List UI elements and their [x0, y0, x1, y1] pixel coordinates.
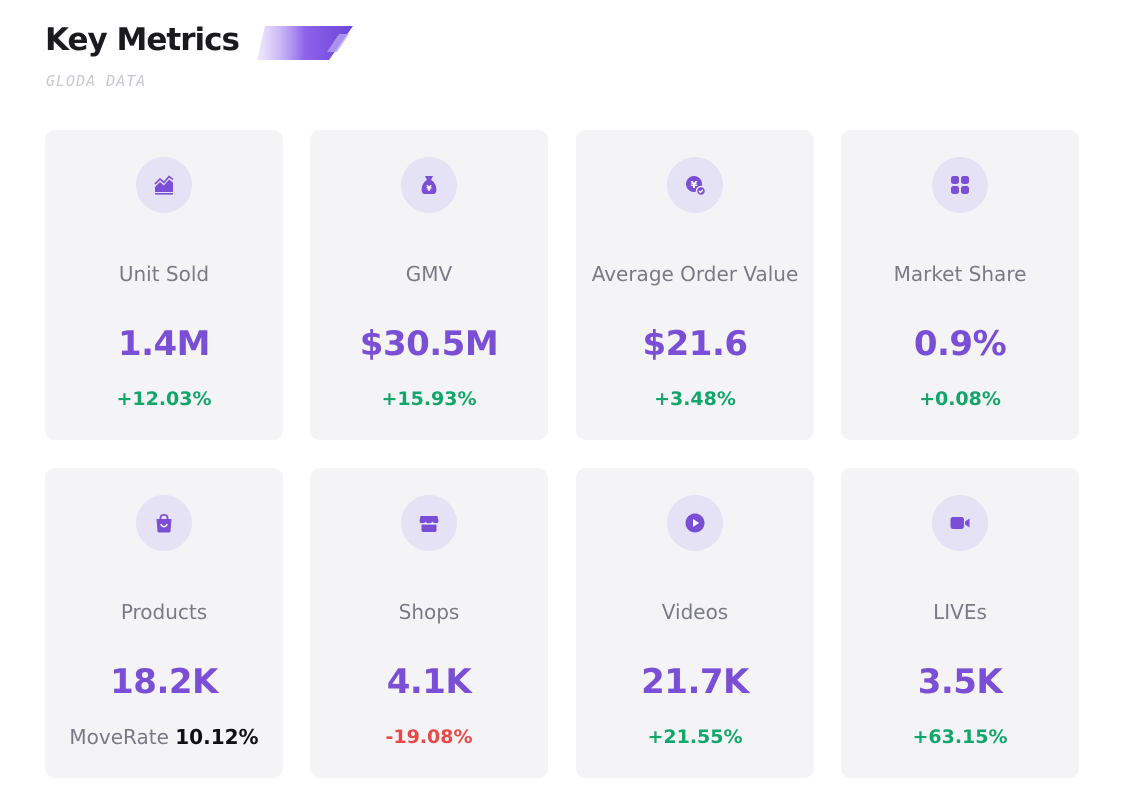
moverate-label: MoveRate: [69, 725, 169, 749]
metric-label: Videos: [661, 599, 729, 624]
metric-value: 4.1K: [386, 662, 472, 702]
metric-card-products: Products 18.2K MoveRate 10.12%: [45, 468, 283, 778]
grid-icon: [932, 157, 988, 213]
metric-value: 1.4M: [117, 324, 211, 364]
metric-label: Shops: [398, 599, 460, 624]
metric-label: LIVEs: [933, 599, 987, 624]
yen-coin-check-icon: ¥: [667, 157, 723, 213]
metric-change: -19.08%: [385, 726, 473, 748]
moverate-line: MoveRate 10.12%: [45, 725, 283, 749]
metric-label: Market Share: [893, 261, 1027, 286]
svg-text:¥: ¥: [426, 184, 432, 193]
metric-card-unit-sold: Unit Sold 1.4M +12.03%: [45, 130, 283, 440]
metric-change: +63.15%: [912, 726, 1008, 748]
metric-label: GMV: [405, 261, 453, 286]
metric-label: Unit Sold: [118, 261, 210, 286]
metric-label: Products: [120, 599, 208, 624]
metric-value: $21.6: [642, 324, 748, 364]
metric-value: $30.5M: [359, 324, 499, 364]
metric-value: 3.5K: [917, 662, 1003, 702]
metric-card-lives: LIVEs 3.5K +63.15%: [841, 468, 1079, 778]
metric-change: +15.93%: [381, 388, 477, 410]
metric-change: +12.03%: [116, 388, 212, 410]
metric-change: +0.08%: [919, 388, 1001, 410]
svg-text:¥: ¥: [691, 180, 698, 191]
money-bag-icon: ¥: [401, 157, 457, 213]
metric-card-gmv: ¥ GMV $30.5M +15.93%: [310, 130, 548, 440]
metric-change: +21.55%: [647, 726, 743, 748]
page-title: Key Metrics: [45, 22, 240, 58]
metric-card-videos: Videos 21.7K +21.55%: [576, 468, 814, 778]
section-header: Key Metrics GLODA DATA: [45, 22, 353, 94]
page-subtitle: GLODA DATA: [46, 72, 147, 90]
title-accent-decoration: [257, 26, 353, 60]
metric-label: Average Order Value: [591, 261, 799, 286]
metric-value: 0.9%: [913, 324, 1007, 364]
metric-value: 21.7K: [641, 662, 749, 702]
play-icon: [667, 495, 723, 551]
metric-card-market-share: Market Share 0.9% +0.08%: [841, 130, 1079, 440]
video-camera-icon: [932, 495, 988, 551]
trend-chart-icon: [136, 157, 192, 213]
metric-value: 18.2K: [110, 662, 218, 702]
metric-change: +3.48%: [654, 388, 736, 410]
metric-card-average-order-value: ¥ Average Order Value $21.6 +3.48%: [576, 130, 814, 440]
metric-card-shops: Shops 4.1K -19.08%: [310, 468, 548, 778]
store-icon: [401, 495, 457, 551]
shopping-bag-icon: [136, 495, 192, 551]
moverate-value: 10.12%: [175, 725, 259, 749]
